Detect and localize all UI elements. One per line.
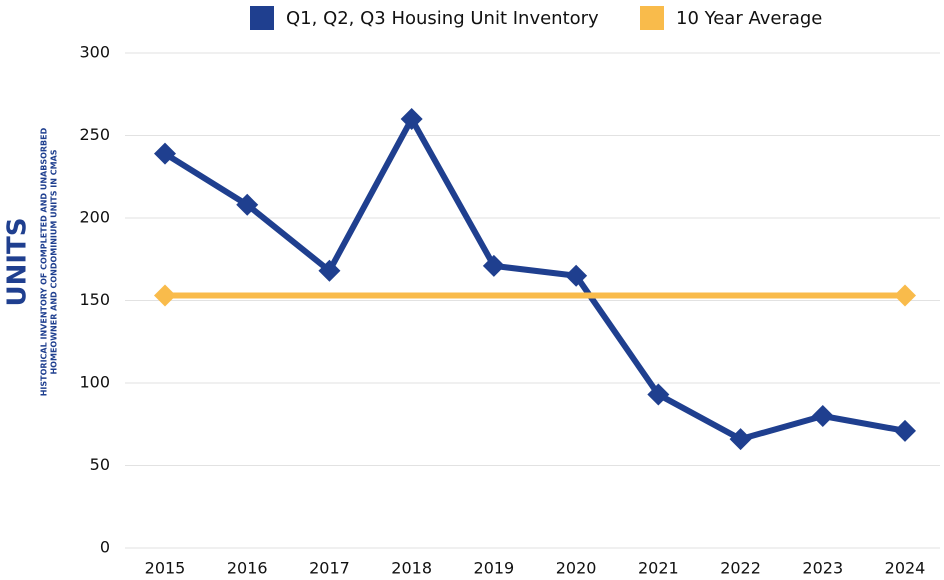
point bbox=[236, 193, 259, 216]
legend-swatch bbox=[250, 6, 274, 30]
point bbox=[647, 383, 670, 406]
point bbox=[482, 254, 505, 277]
x-tick-label: 2023 bbox=[802, 559, 843, 578]
x-tick-label: 2022 bbox=[720, 559, 761, 578]
y-tick-label: 0 bbox=[100, 538, 110, 557]
y-axis-title: UNITS bbox=[3, 217, 33, 306]
point bbox=[811, 405, 834, 427]
point bbox=[154, 284, 176, 307]
point bbox=[894, 419, 916, 442]
x-tick-label: 2021 bbox=[638, 559, 679, 578]
point bbox=[400, 108, 423, 130]
x-tick-label: 2019 bbox=[474, 559, 515, 578]
x-tick-label: 2017 bbox=[309, 559, 350, 578]
y-tick-label: 150 bbox=[79, 290, 110, 309]
y-tick-label: 300 bbox=[79, 43, 110, 62]
legend-label: 10 Year Average bbox=[676, 8, 822, 29]
y-axis-note: HOMEOWNER AND CONDOMINIUM UNITS IN CMAS bbox=[50, 149, 59, 374]
y-axis-note: HISTORICAL INVENTORY OF COMPLETED AND UN… bbox=[40, 127, 49, 396]
series-line bbox=[163, 116, 906, 443]
legend-swatch bbox=[640, 6, 664, 30]
y-tick-label: 100 bbox=[79, 373, 110, 392]
x-tick-label: 2016 bbox=[227, 559, 268, 578]
y-tick-label: 50 bbox=[90, 455, 110, 474]
point bbox=[729, 428, 752, 451]
y-tick-label: 250 bbox=[79, 125, 110, 144]
x-tick-label: 2020 bbox=[556, 559, 597, 578]
legend-label: Q1, Q2, Q3 Housing Unit Inventory bbox=[286, 8, 599, 29]
point bbox=[318, 259, 341, 282]
point bbox=[154, 142, 176, 165]
y-tick-label: 200 bbox=[79, 208, 110, 227]
point bbox=[565, 264, 588, 287]
x-tick-label: 2015 bbox=[145, 559, 186, 578]
point bbox=[894, 284, 916, 307]
x-tick-label: 2018 bbox=[391, 559, 432, 578]
x-tick-label: 2024 bbox=[885, 559, 926, 578]
